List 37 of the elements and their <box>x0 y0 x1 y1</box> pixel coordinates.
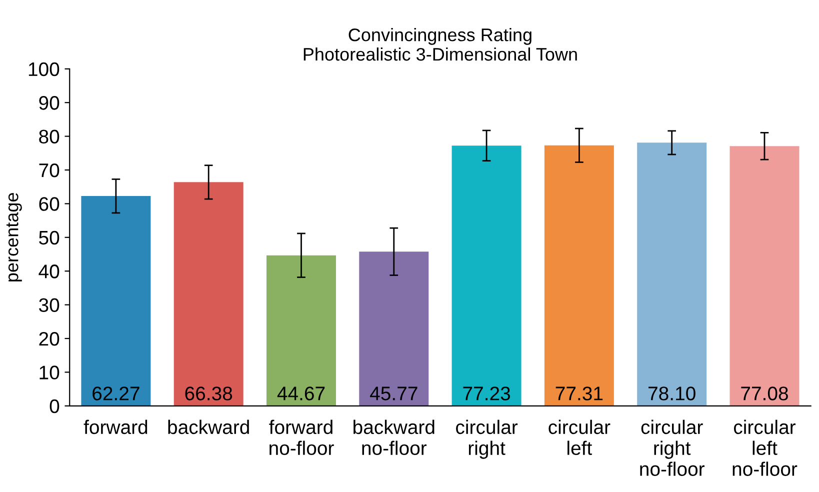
y-tick-label: 80 <box>39 130 60 144</box>
data-label: 77.31 <box>556 386 603 400</box>
data-label: 66.38 <box>185 386 232 400</box>
data-label: 77.23 <box>463 386 510 400</box>
y-tick-label: 10 <box>40 366 60 380</box>
bar <box>266 255 336 406</box>
data-label: 77.08 <box>741 386 788 400</box>
x-tick-label: backward <box>168 420 249 434</box>
data-label: 44.67 <box>277 386 325 400</box>
bar <box>544 145 614 406</box>
y-tick-label: 100 <box>28 62 60 76</box>
bar <box>174 182 244 406</box>
bar <box>359 252 429 406</box>
y-tick-label: 30 <box>39 298 60 312</box>
x-tick-label: circular right no-floor <box>640 420 704 476</box>
chart-title: Convincingness Rating Photorealistic 3-Dimensional Town <box>304 28 577 61</box>
y-tick-label: 60 <box>39 197 60 211</box>
x-tick-label: forward <box>84 420 148 434</box>
x-tick-label: forward no-floor <box>269 420 334 456</box>
bar <box>730 146 800 406</box>
y-tick-label: 90 <box>39 96 60 110</box>
x-tick-label: backward no-floor <box>354 420 434 456</box>
x-tick-label: circular left no-floor <box>732 420 798 476</box>
y-tick-label: 20 <box>39 332 60 346</box>
data-label: 62.27 <box>92 386 140 400</box>
y-tick-label: 50 <box>39 230 60 245</box>
y-tick-label: 40 <box>38 264 60 278</box>
y-tick-label: 0 <box>50 399 60 414</box>
bar <box>81 196 151 406</box>
data-label: 45.77 <box>370 386 418 400</box>
y-tick-label: 70 <box>39 163 60 178</box>
bar <box>452 146 522 406</box>
x-tick-label: circular right <box>456 420 518 459</box>
data-label: 78.10 <box>648 386 696 400</box>
y-axis-title: percentage <box>6 193 22 282</box>
bar <box>637 142 707 406</box>
x-tick-label: circular left <box>548 420 610 456</box>
